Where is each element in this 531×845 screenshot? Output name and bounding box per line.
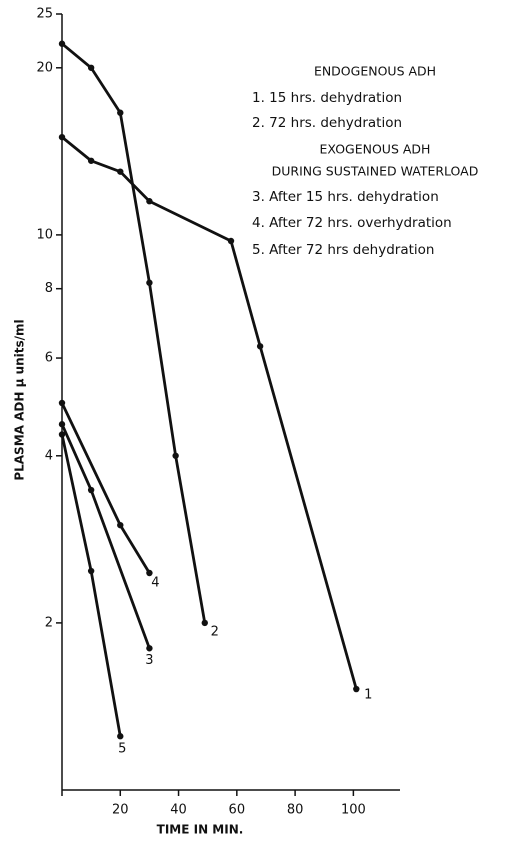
legend-header: ENDOGENOUS ADH xyxy=(314,64,436,79)
data-point xyxy=(87,567,95,575)
data-point xyxy=(117,733,124,740)
data-point xyxy=(146,645,153,652)
legend-entry: 5. After 72 hrs dehydration xyxy=(252,242,434,258)
data-point xyxy=(353,685,360,693)
data-point xyxy=(117,109,124,116)
series-line xyxy=(60,434,122,737)
series-end-label: 3 xyxy=(145,653,153,668)
data-point xyxy=(87,64,95,71)
data-point xyxy=(58,133,66,141)
data-point xyxy=(172,452,179,459)
data-point xyxy=(58,431,66,438)
x-tick-label: 100 xyxy=(341,803,366,818)
y-tick-label: 10 xyxy=(36,227,53,242)
data-point xyxy=(58,40,66,47)
data-point xyxy=(146,198,153,205)
legend-entry: 1. 15 hrs. dehydration xyxy=(252,90,402,106)
series-end-label: 2 xyxy=(211,624,219,639)
data-point xyxy=(227,237,235,245)
y-tick-label: 8 xyxy=(45,281,53,296)
data-point xyxy=(146,279,153,286)
y-tick-label: 4 xyxy=(45,448,53,463)
legend-entry: 2. 72 hrs. dehydration xyxy=(252,115,402,131)
data-point xyxy=(117,168,124,175)
legend-header: DURING SUSTAINED WATERLOAD xyxy=(272,164,479,179)
legend-header: EXOGENOUS ADH xyxy=(320,142,431,157)
data-point xyxy=(58,421,66,428)
series-end-label: 1 xyxy=(364,688,372,703)
series-line xyxy=(60,402,151,574)
y-tick-label: 25 xyxy=(36,7,53,22)
legend-entry: 4. After 72 hrs. overhydration xyxy=(252,215,452,231)
data-point xyxy=(201,619,208,627)
y-tick-label: 6 xyxy=(45,351,53,366)
data-point xyxy=(117,521,124,529)
data-point xyxy=(58,399,66,407)
x-tick-label: 80 xyxy=(287,803,304,818)
series-end-label: 5 xyxy=(118,742,126,757)
x-axis-label: TIME IN MIN. xyxy=(157,823,244,837)
x-tick-label: 40 xyxy=(170,803,187,818)
series-end-label: 4 xyxy=(151,575,159,590)
data-point xyxy=(87,486,95,494)
y-tick-label: 20 xyxy=(36,60,53,75)
legend-entry: 3. After 15 hrs. dehydration xyxy=(252,189,439,205)
y-tick-label: 2 xyxy=(45,615,53,630)
y-axis-label: PLASMA ADH µ units/ml xyxy=(13,319,27,480)
series-line xyxy=(61,42,207,624)
data-point xyxy=(256,343,264,350)
x-tick-label: 20 xyxy=(112,803,129,818)
data-point xyxy=(146,569,153,577)
x-tick-label: 60 xyxy=(229,803,246,818)
series-line xyxy=(60,423,151,649)
data-point xyxy=(87,157,95,164)
